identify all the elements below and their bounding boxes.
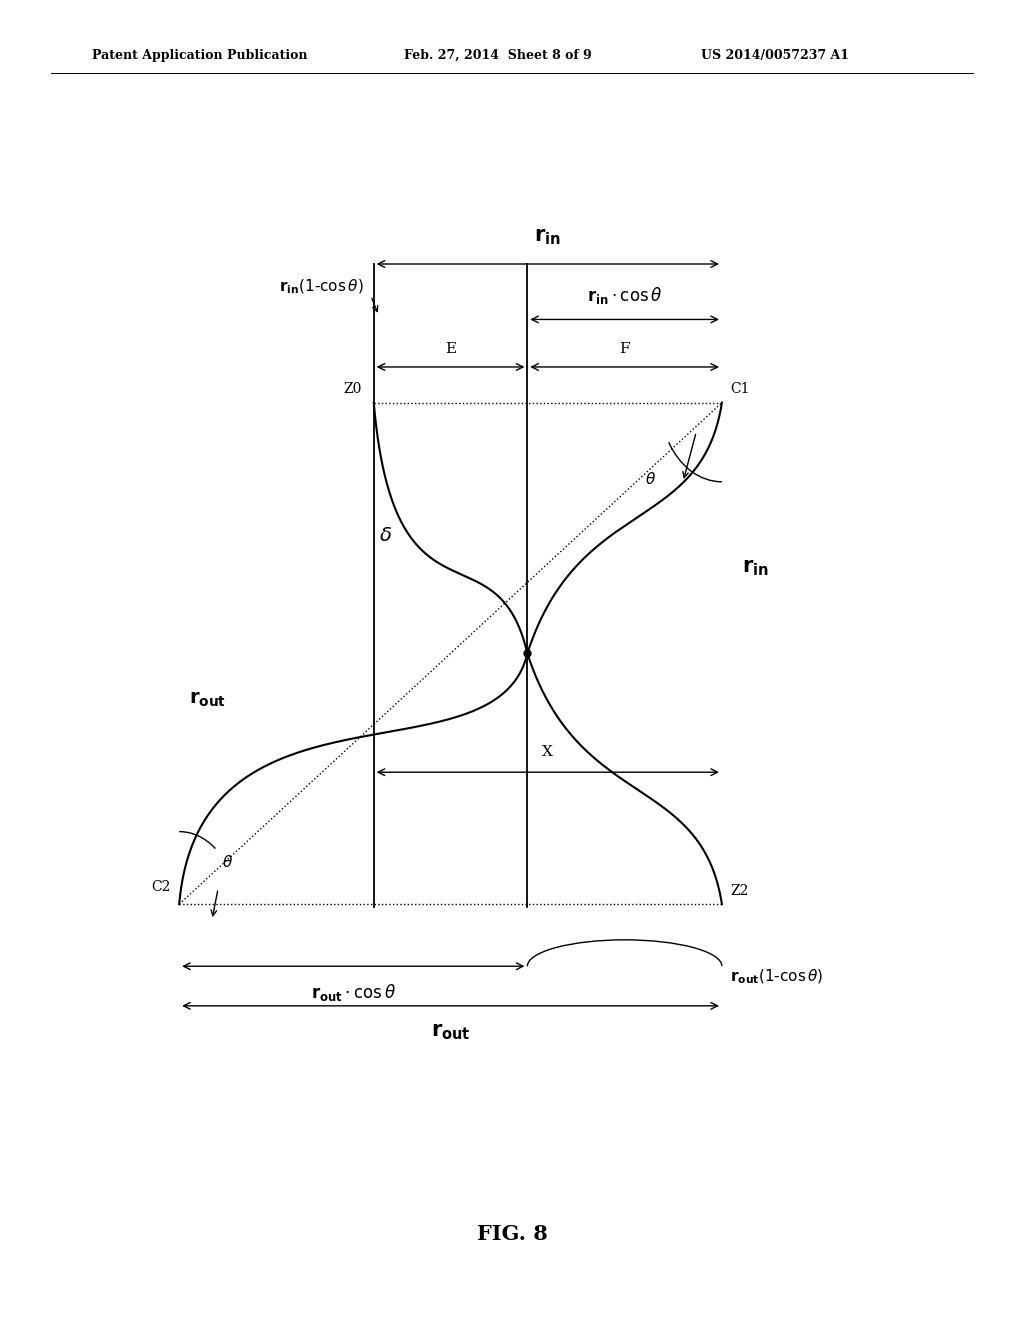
Text: $\mathbf{r}_{\mathbf{out}}$: $\mathbf{r}_{\mathbf{out}}$	[431, 1022, 470, 1041]
Text: E: E	[445, 342, 456, 356]
Text: Patent Application Publication: Patent Application Publication	[92, 49, 307, 62]
Text: $\mathbf{r}_{\mathbf{in}}(1\text{-}\cos\theta)$: $\mathbf{r}_{\mathbf{in}}(1\text{-}\cos\…	[279, 277, 364, 296]
Text: $\mathbf{r}_{\mathbf{in}}$: $\mathbf{r}_{\mathbf{in}}$	[535, 227, 561, 247]
Text: $\mathbf{r}_{\mathbf{out}} \cdot \cos\theta$: $\mathbf{r}_{\mathbf{out}} \cdot \cos\th…	[310, 982, 396, 1003]
Text: Feb. 27, 2014  Sheet 8 of 9: Feb. 27, 2014 Sheet 8 of 9	[404, 49, 592, 62]
Text: Z0: Z0	[343, 381, 361, 396]
Text: X: X	[543, 744, 553, 759]
Text: C2: C2	[152, 879, 171, 894]
Text: $\mathbf{r}_{\mathbf{out}}$: $\mathbf{r}_{\mathbf{out}}$	[189, 690, 226, 709]
Text: $\mathbf{r}_{\mathbf{in}}$: $\mathbf{r}_{\mathbf{in}}$	[742, 557, 769, 578]
Text: F: F	[620, 342, 630, 356]
Text: $\mathbf{r}_{\mathbf{in}} \cdot \cos\theta$: $\mathbf{r}_{\mathbf{in}} \cdot \cos\the…	[587, 285, 663, 306]
Text: $\mathbf{r}_{\mathbf{out}}(1\text{-}\cos\theta)$: $\mathbf{r}_{\mathbf{out}}(1\text{-}\cos…	[730, 968, 823, 986]
Text: C1: C1	[730, 381, 750, 396]
Text: $\theta$: $\theta$	[645, 471, 656, 487]
Text: FIG. 8: FIG. 8	[476, 1224, 548, 1245]
Text: Z2: Z2	[730, 883, 749, 898]
Text: $\theta$: $\theta$	[222, 854, 233, 870]
Text: $\delta$: $\delta$	[379, 527, 392, 545]
Text: US 2014/0057237 A1: US 2014/0057237 A1	[701, 49, 850, 62]
